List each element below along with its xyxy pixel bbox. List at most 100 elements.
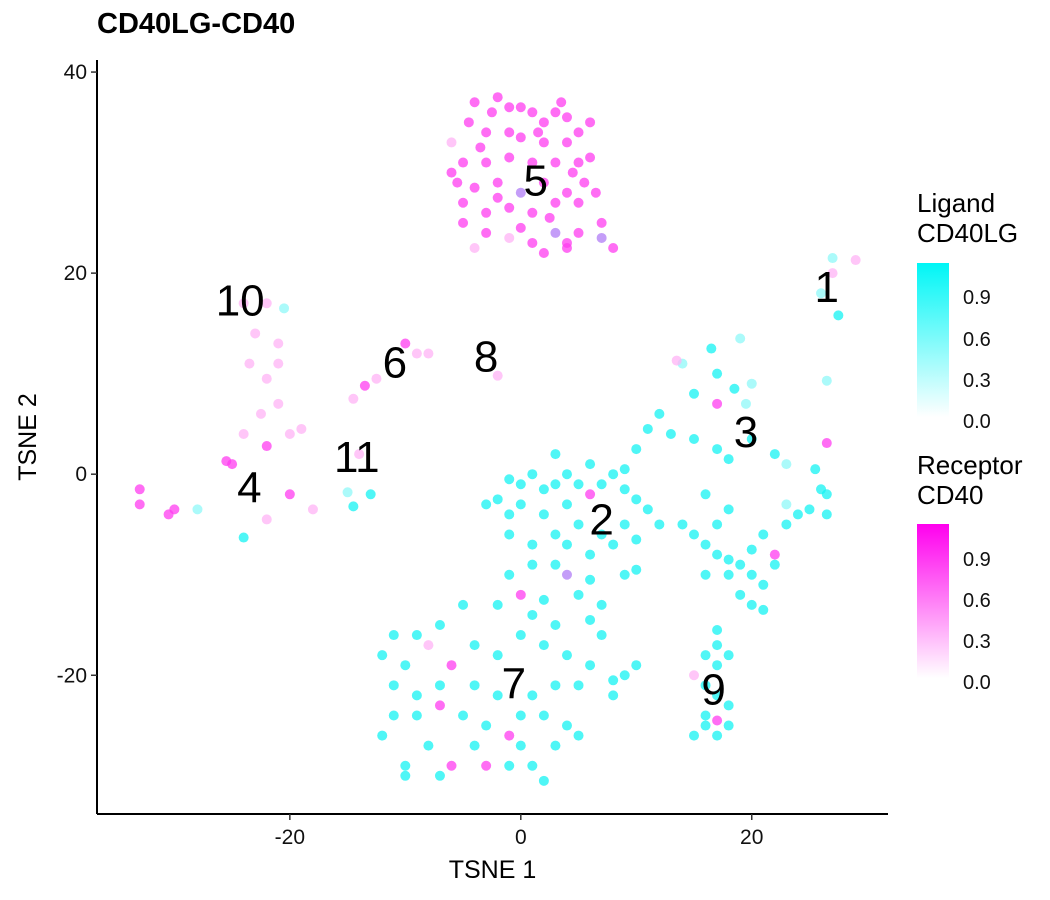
data-point [463, 117, 474, 128]
data-point [504, 232, 515, 243]
y-tick-label: -20 [57, 664, 87, 687]
data-point [619, 519, 630, 530]
data-point [481, 720, 492, 731]
data-point [561, 237, 572, 248]
data-point [359, 380, 370, 391]
data-point [388, 630, 399, 641]
data-point [504, 529, 515, 540]
data-point [446, 660, 457, 671]
data-point [527, 539, 538, 550]
data-point [642, 504, 653, 515]
data-point [134, 484, 145, 495]
data-point [827, 253, 838, 264]
legend-ligand-tick: 0.3 [963, 370, 991, 392]
y-tick-label: 40 [64, 61, 87, 84]
data-point [411, 710, 422, 721]
x-tick-label: 20 [740, 826, 763, 849]
data-point [712, 730, 723, 741]
legend-receptor-tick: 0.6 [963, 590, 991, 612]
data-point [689, 388, 700, 399]
data-point [561, 539, 572, 550]
data-point [400, 338, 411, 349]
data-point [348, 501, 359, 512]
legend-receptor-colorbar [917, 524, 949, 678]
data-point [538, 710, 549, 721]
data-point [608, 675, 619, 686]
data-point [492, 192, 503, 203]
data-point [307, 504, 318, 515]
data-point [515, 102, 526, 113]
data-point [400, 760, 411, 771]
legend-ligand-title-line1: Ligand [917, 188, 996, 218]
data-point [735, 589, 746, 600]
data-point [515, 132, 526, 143]
data-point [469, 182, 480, 193]
cluster-label: 10 [216, 276, 265, 325]
data-point [723, 700, 734, 711]
data-point [238, 428, 249, 439]
data-point [504, 127, 515, 138]
data-point [400, 660, 411, 671]
data-point [677, 519, 688, 530]
data-point [527, 107, 538, 118]
data-point [821, 509, 832, 520]
data-point [735, 333, 746, 344]
data-point [573, 127, 584, 138]
data-point [261, 514, 272, 525]
data-point [723, 650, 734, 661]
data-point [712, 690, 723, 701]
data-point [561, 720, 572, 731]
data-point [550, 559, 561, 570]
data-point [504, 730, 515, 741]
data-point [423, 640, 434, 651]
y-tick-label: 0 [75, 463, 87, 486]
data-point [619, 484, 630, 495]
data-point [504, 760, 515, 771]
data-point [769, 559, 780, 570]
data-point [469, 680, 480, 691]
data-point [452, 177, 463, 188]
data-point [746, 378, 757, 389]
data-point [446, 760, 457, 771]
x-axis-label: TSNE 1 [449, 856, 537, 884]
data-point [434, 770, 445, 781]
data-point [279, 303, 290, 314]
data-point [827, 268, 838, 279]
data-point [810, 464, 821, 475]
data-point [434, 700, 445, 711]
data-point [550, 157, 561, 168]
data-point [227, 459, 238, 470]
data-point [492, 599, 503, 610]
data-point [585, 660, 596, 671]
data-point [723, 569, 734, 580]
data-point [388, 680, 399, 691]
data-point [700, 680, 711, 691]
data-point [492, 494, 503, 505]
data-point [284, 489, 295, 500]
data-point [255, 408, 266, 419]
data-point [515, 740, 526, 751]
data-point [434, 680, 445, 691]
chart-title: CD40LG-CD40 [97, 8, 296, 40]
data-point [411, 630, 422, 641]
data-point [758, 604, 769, 615]
data-point [550, 529, 561, 540]
legend-ligand-tick: 0.0 [963, 411, 991, 433]
data-point [561, 137, 572, 148]
data-point [469, 640, 480, 651]
data-point [504, 102, 515, 113]
data-point [481, 207, 492, 218]
data-point [671, 355, 682, 366]
data-point [712, 549, 723, 560]
data-point [746, 569, 757, 580]
data-point [573, 680, 584, 691]
cluster-label: 11 [334, 433, 380, 482]
data-point [527, 559, 538, 570]
data-point [821, 438, 832, 449]
data-point [792, 509, 803, 520]
data-point [561, 469, 572, 480]
data-point [729, 383, 740, 394]
data-point [561, 650, 572, 661]
data-point [515, 499, 526, 510]
data-point [550, 680, 561, 691]
